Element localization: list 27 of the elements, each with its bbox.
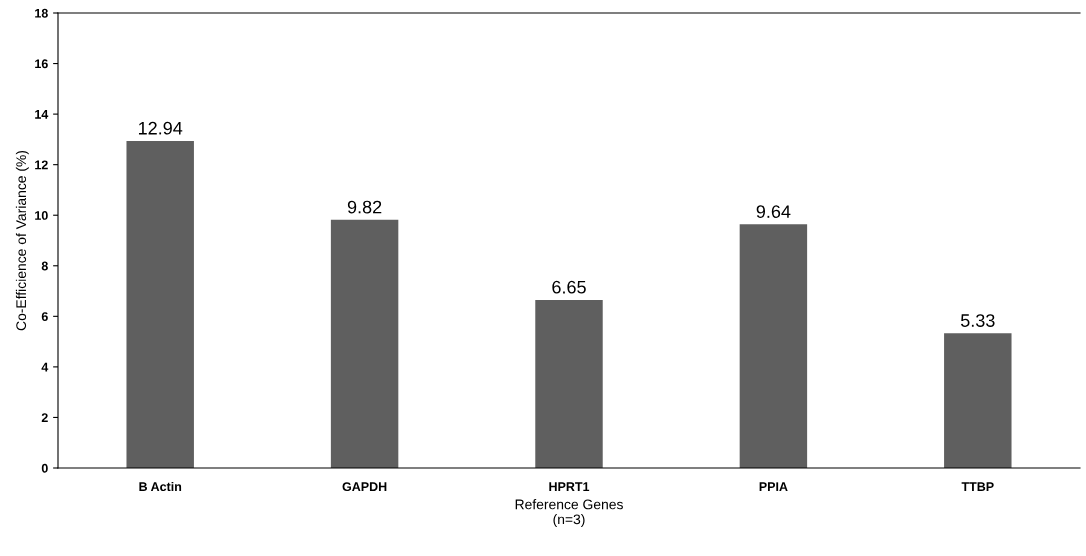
y-tick-label: 0 (41, 463, 48, 473)
y-tick-label: 6 (41, 312, 48, 321)
y-tick-label: 16 (35, 59, 48, 69)
y-tick-label: 14 (35, 110, 49, 119)
bar (126, 140, 194, 468)
y-axis-title: Co-Efficience of Variance (%) (15, 150, 29, 331)
bar (739, 224, 808, 468)
y-tick-label: 2 (41, 413, 48, 422)
x-tick-label: TTBP (961, 482, 994, 491)
x-tick-label: HPRT1 (549, 482, 590, 491)
y-tick-label: 10 (35, 211, 48, 220)
data-label: 9.64 (756, 205, 791, 218)
y-tick-label: 18 (35, 8, 48, 18)
y-tick-label: 8 (41, 261, 48, 271)
bar (330, 219, 399, 468)
bar (944, 333, 1012, 468)
data-label: 9.82 (347, 200, 382, 214)
data-label: 5.33 (960, 314, 995, 327)
y-tick-label: 4 (41, 362, 49, 372)
x-tick-label: B Actin (139, 481, 182, 492)
y-tick-label: 12 (35, 160, 48, 170)
x-tick-label: PPIA (759, 482, 788, 491)
bar (535, 299, 603, 468)
data-label: 12.94 (138, 121, 183, 135)
x-axis-title: Reference Genes (n=3) (515, 499, 623, 527)
x-tick-label: GAPDH (342, 482, 387, 492)
data-label: 6.65 (552, 280, 586, 294)
